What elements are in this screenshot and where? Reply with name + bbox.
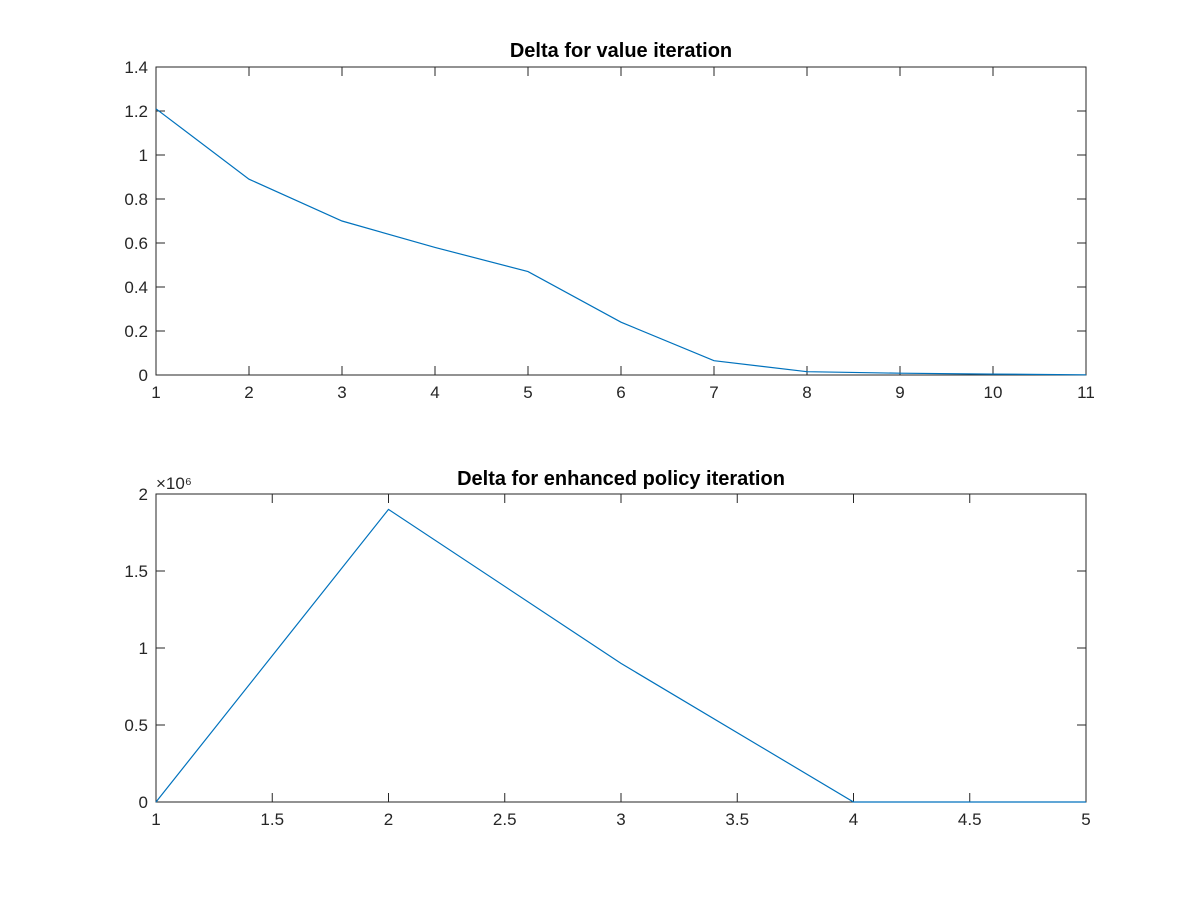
axis-ticks: 1 1.5 2 2.5 3 3.5 4 4.5 5 0 0.5 1 1.5 2 (124, 485, 1090, 829)
x-tick-label: 2.5 (493, 810, 517, 829)
x-tick-label: 5 (523, 383, 532, 402)
x-tick-label: 1.5 (260, 810, 284, 829)
series-group (155, 508, 1086, 803)
y-tick-label: 0.4 (124, 278, 148, 297)
plot-area (155, 493, 1087, 803)
x-tick-label: 1 (151, 810, 160, 829)
y-tick-label: 1.5 (124, 562, 148, 581)
y-tick-label: 0.6 (124, 234, 148, 253)
plot-area (155, 66, 1087, 376)
y-tick-label: 0.2 (124, 322, 148, 341)
y-axis-exponent-label: ×10⁶ (156, 474, 192, 493)
x-tick-label: 6 (616, 383, 625, 402)
subplot-value-iteration: Delta for value iteration 1 2 3 4 5 6 7 8 9 10 110… (124, 40, 1094, 402)
y-tick-label: 0 (139, 366, 148, 385)
x-tick-label: 3.5 (725, 810, 749, 829)
x-tick-label: 2 (244, 383, 253, 402)
x-tick-label: 8 (802, 383, 811, 402)
x-tick-label: 3 (337, 383, 346, 402)
y-tick-label: 0 (139, 793, 148, 812)
x-tick-label: 4 (849, 810, 858, 829)
x-tick-label: 11 (1077, 383, 1095, 402)
x-tick-label: 3 (616, 810, 625, 829)
series-line (155, 508, 1086, 803)
y-tick-label: 0.5 (124, 716, 148, 735)
series-line (155, 108, 1087, 376)
x-tick-label: 9 (895, 383, 904, 402)
x-tick-label: 7 (709, 383, 718, 402)
y-tick-label: 0.8 (124, 190, 148, 209)
chart-title: Delta for value iteration (510, 40, 732, 62)
x-tick-label: 4 (430, 383, 439, 402)
y-tick-label: 1.4 (124, 58, 148, 77)
series-group (155, 108, 1087, 376)
x-tick-label: 4.5 (958, 810, 982, 829)
y-tick-label: 1.2 (124, 102, 148, 121)
subplot-enhanced-policy-iteration: Delta for enhanced policy iteration ×10⁶… (124, 468, 1090, 829)
x-tick-label: 10 (984, 383, 1003, 402)
y-tick-label: 2 (139, 485, 148, 504)
y-tick-label: 1 (139, 146, 148, 165)
chart-title: Delta for enhanced policy iteration (457, 468, 785, 490)
x-tick-label: 5 (1081, 810, 1090, 829)
y-tick-label: 1 (139, 639, 148, 658)
axis-ticks: 1 2 3 4 5 6 7 8 9 10 11 0 0.2 0.4 0.6 0.8 1 1.2 1.4 (124, 58, 1094, 402)
x-tick-label: 1 (151, 383, 160, 402)
x-tick-label: 2 (384, 810, 393, 829)
